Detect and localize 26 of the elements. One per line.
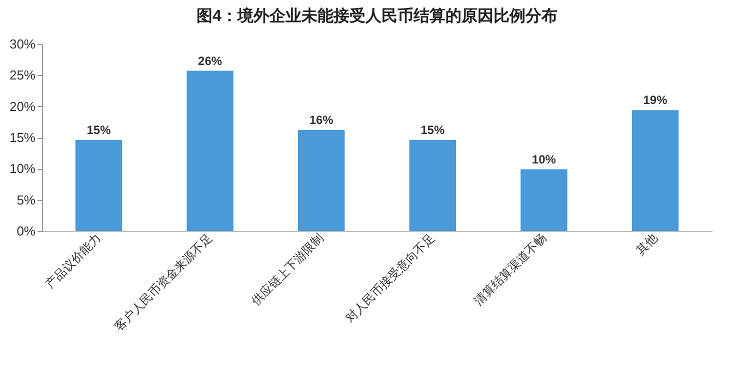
y-tick-label: 10% <box>9 161 36 176</box>
data-label: 10% <box>532 152 556 166</box>
x-tick-label: 产品议价能力 <box>42 230 104 292</box>
data-label: 15% <box>420 122 445 137</box>
bar <box>75 140 122 231</box>
y-tick-label: 30% <box>9 36 36 52</box>
data-label: 16% <box>309 113 334 128</box>
y-tick-label: 15% <box>9 130 36 145</box>
y-tick-label: 20% <box>9 98 36 114</box>
x-tick-label: 其他 <box>633 230 660 258</box>
bar <box>520 169 568 231</box>
x-tick-label: 清算结算渠道不畅 <box>471 230 549 308</box>
data-label: 19% <box>643 93 668 108</box>
bar <box>186 70 234 231</box>
y-tick-label: 5% <box>16 192 36 208</box>
y-tick-label: 25% <box>9 68 36 83</box>
x-tick-label: 对人民币接受意向不足 <box>342 230 438 326</box>
data-label: 15% <box>86 122 112 137</box>
x-tick-label: 供应链上下游限制 <box>248 230 326 308</box>
y-tick-label: 0% <box>16 224 36 238</box>
bar <box>298 130 345 231</box>
bar <box>632 110 679 231</box>
data-label: 26% <box>198 54 222 68</box>
chart-title: 图4：境外企业未能接受人民币结算的原因比例分布 <box>196 6 558 25</box>
bar <box>409 140 456 231</box>
x-tick-label: 客户人民币资金来源不足 <box>112 230 216 334</box>
